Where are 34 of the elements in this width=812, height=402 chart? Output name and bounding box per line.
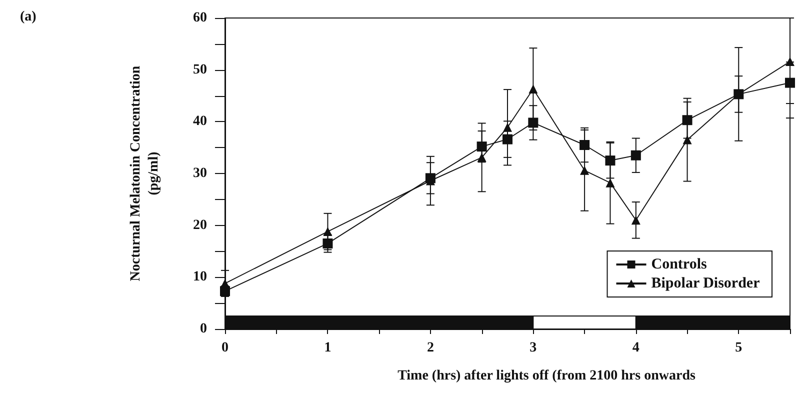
point — [606, 178, 615, 188]
legend-label: Controls — [651, 256, 707, 272]
point — [682, 115, 692, 126]
text: (a) — [20, 10, 37, 24]
point — [580, 140, 590, 150]
y-axis-title: Nocturnal Melatonin Concentration (pg/ml) — [128, 66, 162, 282]
y-tick-label: 20 — [193, 218, 207, 233]
point — [786, 57, 794, 66]
x-tick-label: 0 — [222, 340, 228, 356]
point — [323, 227, 332, 236]
x-tick-label: 1 — [324, 340, 332, 356]
point — [477, 152, 486, 162]
point — [580, 166, 590, 175]
y-tick-label: 60 — [193, 10, 207, 26]
y-tick-label: 40 — [193, 114, 207, 130]
x-tick-label: 4 — [632, 340, 640, 356]
y-tick-label: 30 — [193, 166, 207, 181]
x-tick-label: 5 — [735, 340, 742, 356]
point — [785, 78, 795, 88]
x-axis-title: Time (hrs) after lights off (from 2100 hrs onwards — [398, 368, 696, 384]
point — [528, 118, 538, 128]
legend-label: Bipolar Disorder — [651, 276, 760, 292]
y-tick-label: 50 — [193, 62, 207, 78]
point — [631, 216, 640, 225]
point — [682, 135, 692, 144]
x-tick-label: 2 — [426, 340, 434, 356]
point — [502, 134, 512, 144]
point — [630, 150, 641, 160]
point — [476, 142, 487, 152]
point — [528, 84, 538, 94]
y-tick-label: 10 — [193, 270, 207, 285]
y-tick-label: 0 — [200, 322, 207, 336]
point — [605, 156, 616, 166]
x-tick-label: 3 — [530, 340, 537, 356]
